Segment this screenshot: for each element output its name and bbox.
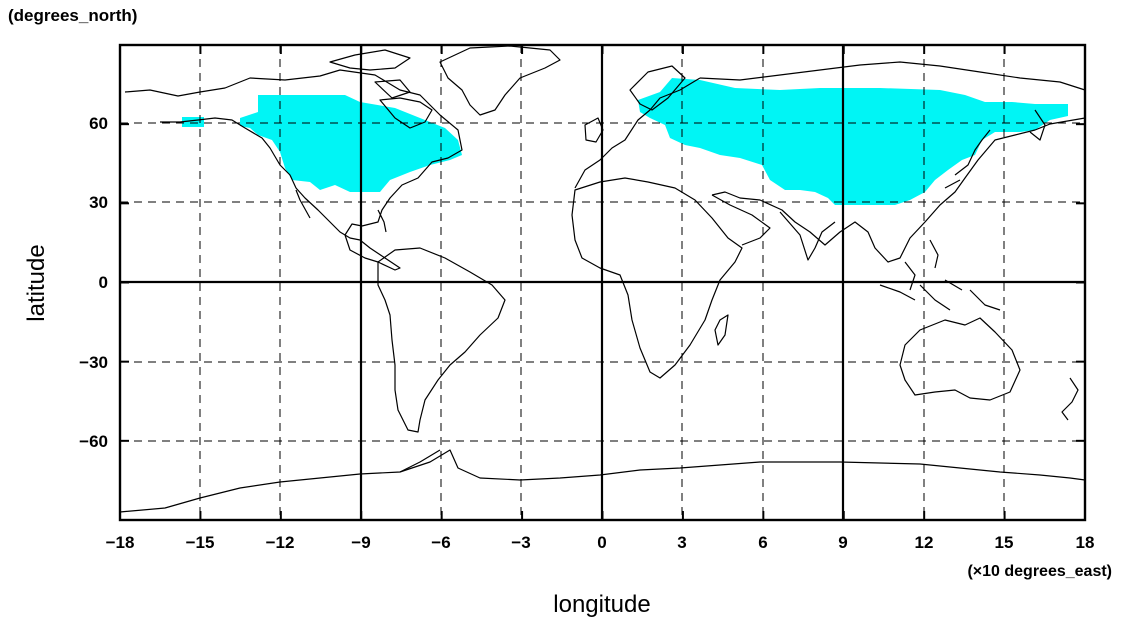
x-tick-label: −9 bbox=[351, 533, 370, 552]
x-tick-label: 18 bbox=[1076, 533, 1095, 552]
coast-madagascar bbox=[714, 314, 729, 346]
coast-philippines bbox=[929, 239, 939, 269]
x-tick-label: 15 bbox=[995, 533, 1014, 552]
coast-baja bbox=[295, 189, 311, 219]
highlight-eurasia bbox=[638, 78, 1068, 205]
y-tick-label: −30 bbox=[79, 353, 108, 372]
coast-japan bbox=[944, 129, 991, 189]
x-tick-label: −3 bbox=[511, 533, 530, 552]
coast-greenland bbox=[439, 45, 561, 116]
coast-asia bbox=[699, 61, 1086, 263]
coast-indonesia bbox=[879, 261, 1001, 311]
coast-scandinavia bbox=[629, 65, 686, 111]
x-tick-label: −18 bbox=[106, 533, 135, 552]
highlight-regions bbox=[182, 78, 1068, 205]
coast-africa bbox=[571, 177, 743, 379]
x-tick-labels: −18 −15 −12 −9 −6 −3 0 3 6 9 12 15 18 bbox=[106, 533, 1095, 552]
coast-arabia bbox=[711, 194, 771, 246]
y-axis-title: latitude bbox=[23, 244, 50, 321]
highlight-alaska-tip bbox=[182, 117, 204, 127]
reference-lines bbox=[120, 45, 1085, 520]
x-unit-label: (×10 degrees_east) bbox=[967, 563, 1112, 580]
coast-hudson-bay bbox=[379, 97, 433, 129]
y-tick-label: 0 bbox=[99, 273, 108, 292]
x-tick-label: 0 bbox=[597, 533, 606, 552]
coast-europe bbox=[574, 77, 701, 189]
x-tick-label: 3 bbox=[677, 533, 686, 552]
coast-australia bbox=[899, 317, 1021, 401]
coastlines bbox=[119, 45, 1086, 513]
coast-arctic-islands bbox=[329, 49, 411, 99]
y-tick-labels: 60 30 0 −30 −60 bbox=[79, 114, 108, 451]
x-tick-label: −6 bbox=[431, 533, 450, 552]
y-tick-label: 60 bbox=[89, 114, 108, 133]
x-tick-label: 12 bbox=[915, 533, 934, 552]
coast-antarctica bbox=[119, 449, 1086, 513]
coast-north-america bbox=[124, 69, 463, 271]
x-tick-label: 9 bbox=[838, 533, 847, 552]
y-tick-label: 30 bbox=[89, 193, 108, 212]
coast-antarctic-peninsula bbox=[399, 449, 441, 473]
coast-kamchatka bbox=[1029, 109, 1046, 141]
x-tick-label: 6 bbox=[758, 533, 767, 552]
y-unit-label: (degrees_north) bbox=[8, 6, 137, 25]
coast-florida bbox=[377, 209, 387, 233]
coast-south-america bbox=[377, 247, 506, 433]
x-axis-title: longitude bbox=[553, 591, 650, 618]
x-tick-label: −15 bbox=[186, 533, 215, 552]
coast-india bbox=[779, 211, 836, 261]
tick-marks bbox=[119, 45, 1086, 520]
x-tick-label: −12 bbox=[266, 533, 295, 552]
highlight-north-america bbox=[240, 95, 462, 192]
coast-british-isles bbox=[584, 117, 604, 143]
y-tick-label: −60 bbox=[79, 432, 108, 451]
coast-new-zealand bbox=[1061, 377, 1079, 421]
